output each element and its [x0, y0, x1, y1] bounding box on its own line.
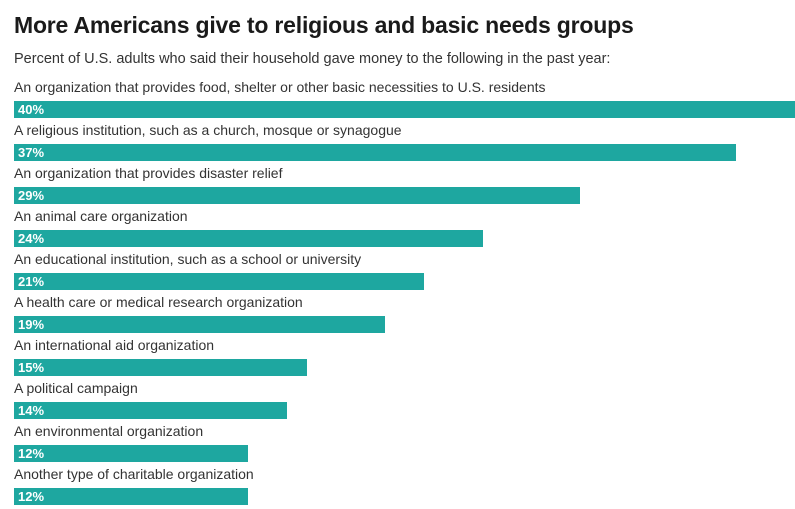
- bar: 19%: [14, 316, 385, 333]
- bar-value-label: 19%: [18, 317, 45, 332]
- category-label: An organization that provides disaster r…: [14, 165, 283, 181]
- bar: 40%: [14, 101, 795, 118]
- bar-value-label: 12%: [18, 489, 45, 504]
- category-label: An educational institution, such as a sc…: [14, 251, 362, 267]
- bar: 24%: [14, 230, 483, 247]
- bar: 37%: [14, 144, 737, 161]
- category-label: A health care or medical research organi…: [14, 294, 303, 310]
- bar: 21%: [14, 273, 425, 290]
- bar-value-label: 15%: [18, 360, 45, 375]
- bar-value-label: 21%: [18, 274, 45, 289]
- category-label: A religious institution, such as a churc…: [14, 122, 402, 138]
- bar: 12%: [14, 445, 249, 462]
- bar: 15%: [14, 359, 307, 376]
- category-label: An international aid organization: [14, 337, 215, 353]
- bar-value-label: 24%: [18, 231, 45, 246]
- chart-subtitle: Percent of U.S. adults who said their ho…: [14, 51, 611, 67]
- bar-value-label: 12%: [18, 446, 45, 461]
- bar-value-label: 14%: [18, 403, 45, 418]
- category-label: An environmental organization: [14, 423, 204, 439]
- bar-value-label: 29%: [18, 188, 45, 203]
- bar: 12%: [14, 488, 249, 505]
- category-label: Another type of charitable organization: [14, 466, 254, 482]
- chart-title: More Americans give to religious and bas…: [14, 12, 634, 38]
- category-label: An animal care organization: [14, 208, 188, 224]
- category-label: An organization that provides food, shel…: [14, 79, 546, 95]
- bar: 29%: [14, 187, 581, 204]
- bar: 14%: [14, 402, 288, 419]
- category-label: A political campaign: [14, 380, 138, 396]
- bar-value-label: 40%: [18, 102, 45, 117]
- bar-value-label: 37%: [18, 145, 45, 160]
